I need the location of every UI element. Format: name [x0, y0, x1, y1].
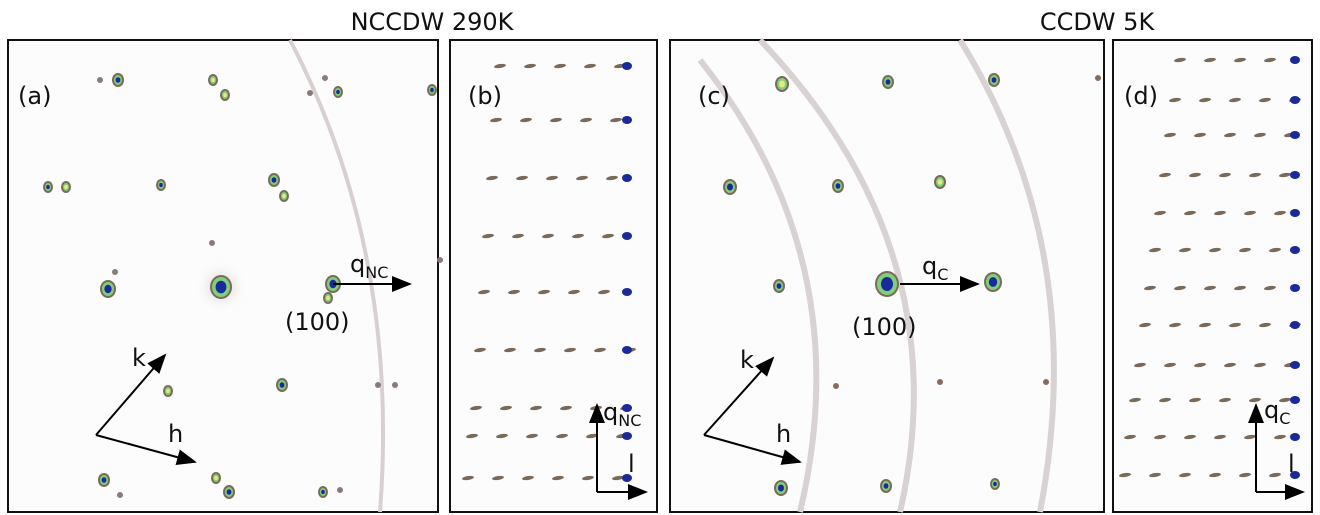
spot — [836, 183, 841, 189]
figure: NCCDW 290K CCDW 5K (a) qNC (100) k h (b)… — [0, 0, 1320, 515]
axis-label: l — [1288, 450, 1295, 478]
axis-label: h — [776, 420, 791, 448]
spot — [1043, 379, 1049, 385]
spot — [227, 489, 232, 495]
spot — [1290, 131, 1300, 139]
spot — [282, 194, 286, 198]
panel-d: (d) qC l — [1113, 40, 1312, 512]
spot — [280, 382, 285, 388]
spot — [1290, 96, 1300, 104]
panel-label: (a) — [18, 82, 51, 110]
spot — [1095, 75, 1101, 81]
spot — [622, 116, 632, 124]
spot — [833, 383, 839, 389]
axis-label: l — [628, 450, 635, 478]
axis-label: k — [740, 346, 754, 374]
spot — [116, 77, 121, 83]
spot — [166, 389, 170, 393]
spot — [117, 492, 123, 498]
title: CCDW 5K — [1040, 8, 1156, 36]
spot — [779, 81, 785, 88]
panel-label: (b) — [468, 82, 502, 110]
spot — [881, 277, 893, 291]
spot — [1290, 284, 1300, 292]
spot — [622, 346, 632, 354]
spot — [214, 476, 218, 480]
spot — [1290, 321, 1300, 329]
spot — [938, 179, 943, 185]
spot — [622, 288, 632, 296]
spot — [1290, 171, 1300, 179]
spot — [322, 75, 328, 81]
panel-c: (c) qC (100) k h — [670, 40, 1104, 512]
spot — [989, 277, 997, 287]
spot — [1290, 246, 1300, 254]
spot — [1290, 56, 1300, 64]
spot — [159, 183, 163, 187]
spot — [392, 382, 398, 388]
spot — [1290, 361, 1300, 369]
panel-frame — [450, 40, 657, 512]
spot — [437, 257, 443, 263]
panel-b: (b) qNC l — [450, 40, 657, 512]
peak-label: (100) — [852, 313, 917, 341]
spot — [272, 177, 277, 183]
spot — [937, 379, 943, 385]
spot — [223, 93, 227, 97]
spot — [375, 382, 381, 388]
spot — [211, 78, 215, 82]
spot — [337, 487, 343, 493]
spot — [622, 174, 632, 182]
axis-label: h — [168, 420, 183, 448]
spot — [884, 483, 889, 489]
spot — [104, 285, 111, 293]
spot — [622, 232, 632, 240]
spot — [992, 77, 997, 83]
panel-label: (d) — [1124, 82, 1158, 110]
spot — [622, 432, 632, 440]
spot — [778, 485, 784, 492]
spot — [209, 240, 215, 246]
spot — [64, 185, 68, 189]
spot — [97, 77, 103, 83]
spot — [321, 490, 325, 494]
panel-frame — [1113, 40, 1312, 512]
spot — [430, 88, 434, 92]
spot — [216, 281, 227, 294]
spot — [336, 90, 340, 94]
spot — [777, 283, 782, 289]
axis-label: k — [132, 344, 146, 372]
peak-label: (100) — [285, 308, 350, 336]
spot — [307, 90, 313, 96]
spot — [102, 477, 107, 483]
panel-label: (c) — [698, 82, 730, 110]
panel-a: (a) qNC (100) k h — [8, 40, 443, 512]
spot — [1290, 209, 1300, 217]
spot — [993, 482, 997, 486]
spot — [46, 185, 50, 189]
spot — [886, 79, 891, 85]
spot — [727, 184, 733, 191]
title: NCCDW 290K — [351, 8, 515, 36]
spot — [1290, 433, 1300, 441]
spot — [622, 62, 632, 70]
spot — [1290, 396, 1300, 404]
spot — [326, 296, 330, 300]
spot — [112, 269, 118, 275]
